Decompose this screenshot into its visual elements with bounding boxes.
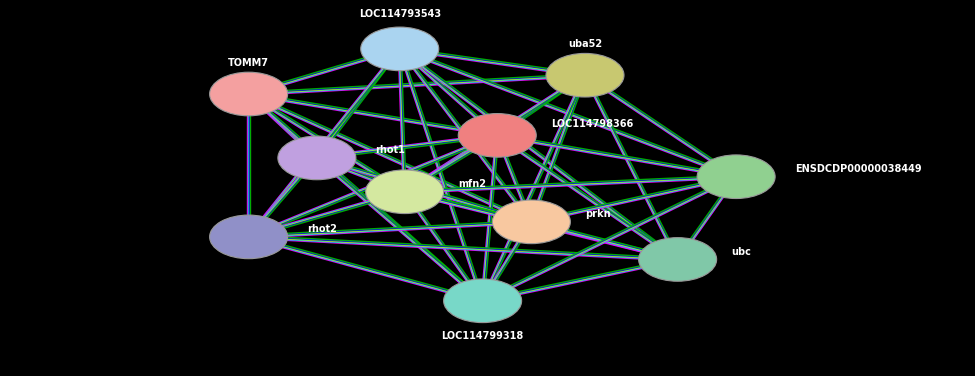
Ellipse shape — [546, 53, 624, 97]
Text: rhot1: rhot1 — [375, 146, 406, 155]
Ellipse shape — [639, 238, 717, 281]
Text: LOC114798366: LOC114798366 — [551, 119, 633, 129]
Text: ENSDCDP00000038449: ENSDCDP00000038449 — [795, 164, 921, 174]
Text: LOC114799318: LOC114799318 — [442, 331, 524, 341]
Text: TOMM7: TOMM7 — [228, 58, 269, 68]
Text: uba52: uba52 — [567, 39, 603, 49]
Text: LOC114793543: LOC114793543 — [359, 9, 441, 19]
Ellipse shape — [278, 136, 356, 180]
Text: rhot2: rhot2 — [307, 224, 337, 234]
Text: ubc: ubc — [731, 247, 751, 257]
Ellipse shape — [444, 279, 522, 323]
Text: mfn2: mfn2 — [458, 179, 487, 189]
Ellipse shape — [361, 27, 439, 71]
Text: prkn: prkn — [585, 209, 610, 219]
Ellipse shape — [210, 215, 288, 259]
Ellipse shape — [458, 114, 536, 157]
Ellipse shape — [697, 155, 775, 199]
Ellipse shape — [210, 72, 288, 116]
Ellipse shape — [366, 170, 444, 214]
Ellipse shape — [492, 200, 570, 244]
